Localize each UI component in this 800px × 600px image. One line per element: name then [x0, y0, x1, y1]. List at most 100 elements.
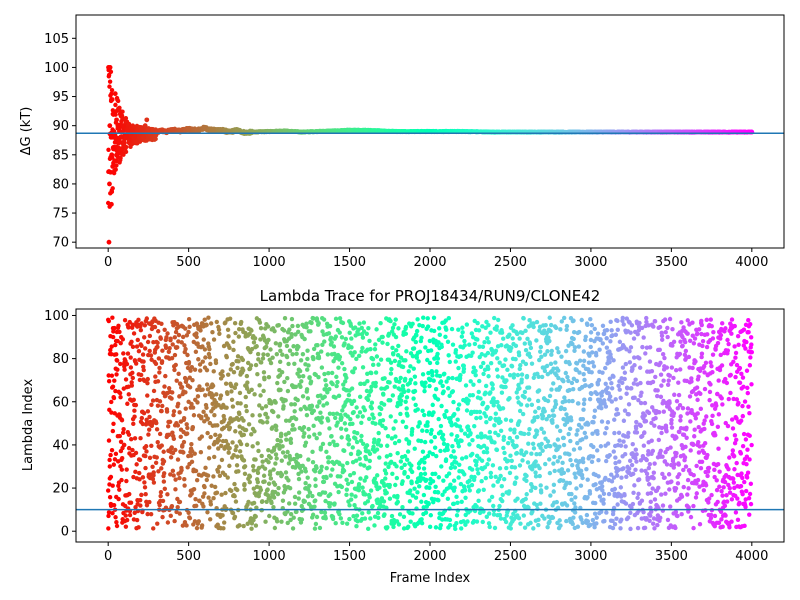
lambda-point [510, 336, 515, 341]
lambda-point [116, 496, 121, 502]
lambda-point [166, 349, 172, 355]
lambda-point [457, 462, 462, 467]
dg-x-tick-label: 2500 [494, 255, 527, 270]
lambda-point [520, 411, 526, 417]
lambda-point [122, 318, 128, 323]
lambda-point [128, 355, 133, 360]
lambda-point [161, 471, 167, 476]
lambda-point [333, 316, 339, 322]
lambda-point [383, 461, 388, 466]
lambda-point [384, 443, 390, 448]
lambda-point [470, 350, 475, 355]
lambda-point [490, 386, 495, 391]
lambda-point [530, 441, 536, 447]
lambda-point [499, 483, 504, 489]
lambda-point [120, 337, 126, 342]
lambda-point [201, 337, 206, 342]
lambda-point [514, 475, 519, 480]
lambda-point [205, 473, 211, 478]
lambda-point [170, 390, 175, 395]
lambda-point [245, 380, 250, 385]
lambda-point [393, 334, 399, 340]
lambda-point [397, 359, 402, 365]
lambda-point [455, 417, 460, 422]
lambda-point [414, 328, 420, 334]
dg-point [113, 102, 118, 108]
dg-x-tick-label: 1500 [333, 255, 366, 270]
dg-y-axis-label: ΔG (kT) [19, 107, 34, 156]
lambda-point [314, 514, 320, 520]
lambda-point [452, 485, 457, 490]
lambda-point [111, 462, 117, 467]
lambda-point [261, 473, 267, 478]
lambda-point [164, 409, 170, 414]
lambda-point [163, 373, 168, 379]
lambda-point [274, 519, 280, 524]
lambda-point [229, 397, 235, 402]
lambda-point [280, 352, 285, 357]
lambda-point [155, 403, 161, 408]
lambda-point [392, 384, 397, 389]
lambda-point [339, 435, 344, 440]
lambda-point [433, 471, 438, 477]
lambda-point [193, 468, 199, 474]
dg-point [153, 136, 158, 142]
lambda-point [173, 447, 178, 453]
lambda-point [193, 349, 199, 354]
lambda-point [351, 370, 356, 375]
lambda-point [198, 368, 203, 373]
lambda-point [340, 320, 346, 326]
dg-y-tick-label: 100 [44, 61, 69, 76]
lambda-point [381, 392, 386, 397]
lambda-point [519, 372, 525, 377]
lambda-point [430, 479, 436, 484]
lambda-point [157, 370, 162, 375]
lambda-point [202, 484, 207, 490]
lambda-point [535, 398, 541, 404]
lambda-point [308, 379, 314, 384]
lambda-point [231, 370, 237, 375]
lambda-point [125, 351, 131, 356]
lambda-point [459, 334, 465, 339]
lambda-point [445, 496, 451, 501]
lambda-point [271, 409, 276, 415]
lambda-point [420, 428, 425, 433]
lambda-point [273, 341, 279, 346]
lambda-point [394, 348, 399, 353]
dg-point [112, 158, 118, 164]
lambda-point [220, 513, 225, 518]
lambda-point [251, 468, 256, 473]
lambda-point [288, 440, 294, 446]
lambda-point [158, 493, 163, 499]
lambda-point [345, 481, 351, 486]
lambda-point [174, 378, 179, 383]
lambda-point [351, 409, 356, 415]
lambda-point [310, 512, 316, 517]
lambda-point [287, 501, 292, 506]
lambda-point [419, 521, 425, 526]
lambda-point [387, 496, 393, 501]
lambda-point [316, 355, 322, 361]
dg-point [107, 84, 112, 89]
lambda-point [437, 332, 443, 338]
lambda-point [289, 316, 295, 322]
lambda-point [317, 525, 323, 531]
lambda-point [233, 447, 238, 453]
lambda-point [393, 482, 398, 488]
lambda-point [204, 477, 210, 483]
lambda-point [272, 482, 278, 487]
lambda-point [130, 344, 136, 349]
lambda-point [529, 451, 534, 456]
lambda-point [211, 474, 216, 479]
lambda-point [514, 435, 520, 440]
dg-point [109, 201, 114, 207]
lambda-point [526, 441, 531, 446]
lambda-point [280, 444, 285, 449]
lambda-point [145, 381, 150, 386]
lambda-point [219, 492, 224, 497]
lambda-point [400, 505, 405, 510]
lambda-point [273, 452, 279, 457]
lambda-point [107, 457, 112, 463]
lambda-point [186, 510, 191, 516]
lambda-point [305, 356, 310, 362]
